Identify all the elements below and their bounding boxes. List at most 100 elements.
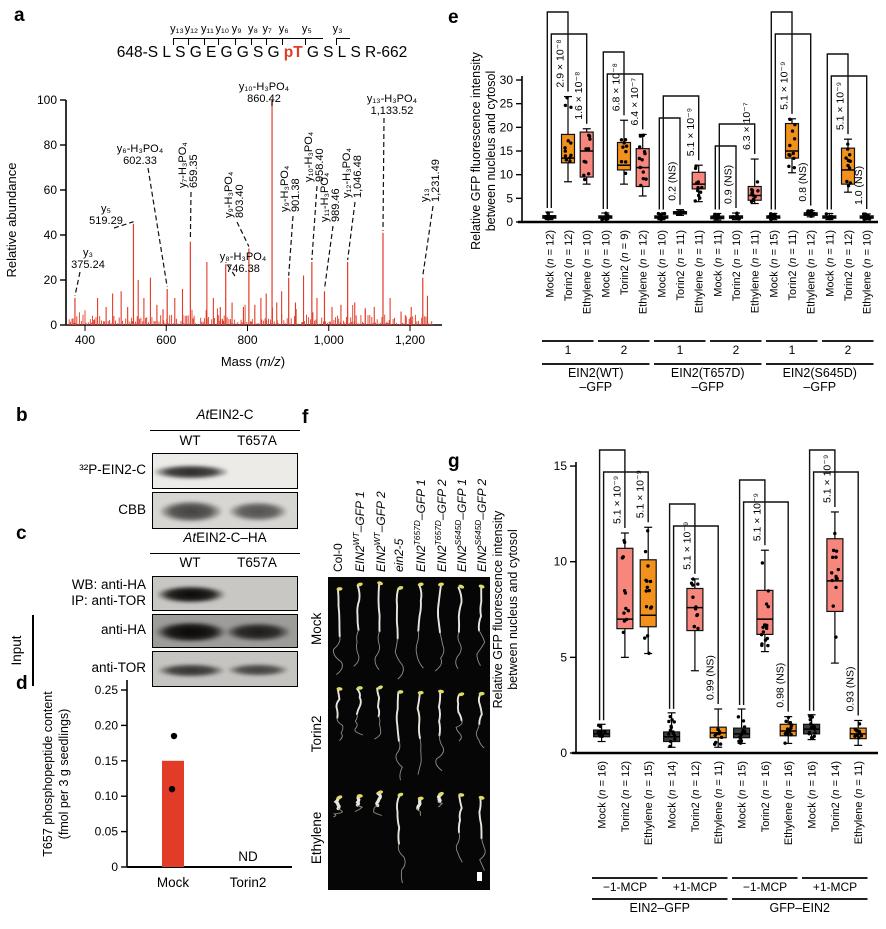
- root: [397, 843, 406, 884]
- data-point: [624, 144, 629, 148]
- x-tick-label: Mock (n = 14): [667, 761, 679, 829]
- hypocotyl: [437, 584, 442, 634]
- data-point: [858, 731, 862, 736]
- blot-row-label: ³²P-EIN2-C: [79, 462, 146, 477]
- data-point: [644, 177, 648, 181]
- peak-ion-label: y₅: [101, 203, 111, 215]
- data-point: [640, 158, 644, 162]
- hypocotyl: [437, 691, 442, 737]
- peak-mass-label: 958.40: [314, 148, 326, 182]
- root: [476, 630, 486, 666]
- genotype-column-label: EIN2WT–GFP 2: [371, 491, 388, 572]
- y-axis-title: Relative GFP fluorescence intensity: [469, 51, 483, 250]
- significance-bracket: [668, 503, 696, 709]
- x-tick-label: Mock (n = 16): [597, 761, 609, 829]
- data-point: [696, 582, 700, 586]
- p-value-label: 5.1 × 10⁻⁹: [635, 470, 647, 518]
- y-ion-label: y₁₀: [215, 23, 230, 35]
- hypocotyl: [417, 584, 423, 632]
- hypocotyl: [456, 694, 463, 722]
- data-point: [762, 623, 767, 627]
- y-axis-title: Relative GFP fluorescence intensity: [491, 510, 505, 709]
- y-tick-label: 0.20: [95, 718, 119, 732]
- root: [374, 631, 380, 671]
- cotyledon: [438, 791, 444, 796]
- data-point: [834, 549, 839, 553]
- data-point: [742, 725, 747, 729]
- data-point: [696, 193, 701, 198]
- root: [332, 636, 343, 675]
- hypocotyl: [477, 586, 483, 632]
- p-value-label: 6.4 × 10⁻⁷: [629, 78, 641, 126]
- data-point: [545, 214, 550, 219]
- root: [353, 629, 360, 667]
- boxplot-panel-e: 0 5 10 15 20 25 30 Relative GFP fluorescence in…: [469, 11, 878, 394]
- cotyledon: [417, 796, 424, 801]
- data-point: [673, 737, 677, 741]
- mass-spectrum-chart: 0 20 40 60 80 100 400 600 800 1,000 1,200 Relative …: [4, 81, 442, 369]
- data-point: [668, 744, 672, 749]
- data-point: [568, 156, 572, 160]
- construct-label: EIN2(S645D): [783, 366, 857, 380]
- cotyledon: [417, 582, 424, 587]
- p-value-label: 0.2 (NS): [667, 162, 679, 201]
- y-ion-label: y₆: [278, 23, 289, 35]
- data-point: [717, 731, 721, 736]
- data-point: [662, 216, 666, 220]
- data-point: [660, 212, 665, 216]
- y-tick-label: 5: [560, 650, 567, 664]
- y-ion-label: y₁₂: [184, 23, 199, 35]
- blot-title: AtEIN2-C: [196, 407, 254, 422]
- data-point: [695, 613, 700, 617]
- data-point: [812, 734, 816, 738]
- data-point: [622, 538, 626, 543]
- peak-ion-label: y₆-H₃PO₄: [117, 143, 164, 155]
- data-point: [668, 714, 672, 719]
- data-point: [647, 588, 651, 593]
- data-point: [766, 589, 771, 593]
- data-point: [737, 739, 741, 743]
- data-point: [568, 159, 572, 164]
- y-tick-label: 15: [500, 144, 514, 158]
- significance-bracket: [826, 53, 849, 210]
- x-tick-label: Torin2 (n = 9): [619, 230, 631, 295]
- group-label: 1: [565, 343, 572, 357]
- x-tick-label: Torin2 (n = 11): [787, 230, 799, 300]
- data-point: [691, 583, 695, 587]
- data-point: [807, 732, 811, 736]
- cotyledon: [336, 587, 343, 591]
- data-point: [644, 604, 649, 609]
- data-point: [809, 209, 814, 213]
- gel-blot: [152, 453, 298, 489]
- hypocotyl: [355, 795, 361, 807]
- data-point: [759, 632, 764, 637]
- x-tick-label: Torin2 (n = 11): [675, 230, 687, 300]
- data-point: [624, 606, 628, 611]
- data-point: [866, 213, 870, 218]
- x-tick-label: Ethylene (n = 15): [643, 761, 655, 845]
- data-point: [812, 211, 816, 216]
- box: [579, 131, 594, 178]
- hypocotyl: [335, 688, 341, 719]
- y-ion-label: y₈: [247, 23, 259, 35]
- cotyledon: [417, 690, 424, 695]
- y-axis-title: between nucleus and cytosol: [484, 71, 498, 232]
- data-point: [813, 731, 817, 735]
- significance-bracket: [598, 449, 626, 721]
- y-tick-label: 10: [500, 168, 514, 182]
- data-point: [755, 180, 760, 184]
- y-tick-label: 80: [44, 138, 58, 152]
- y-tick-label: 0: [560, 746, 567, 760]
- data-point: [698, 190, 703, 194]
- x-tick-label: Mock (n = 15): [768, 230, 780, 298]
- p-value-label: 6.3 × 10⁻⁷: [741, 102, 753, 150]
- data-point: [621, 555, 625, 559]
- peak-ion-label: y₁₃: [419, 188, 431, 202]
- data-point: [718, 742, 723, 746]
- data-point: [623, 160, 628, 164]
- x-tick-label: Mock (n = 12): [544, 230, 556, 298]
- group-label: +1-MCP: [813, 880, 857, 894]
- fragment-bracket: [335, 38, 351, 45]
- significance-bracket: [738, 479, 766, 706]
